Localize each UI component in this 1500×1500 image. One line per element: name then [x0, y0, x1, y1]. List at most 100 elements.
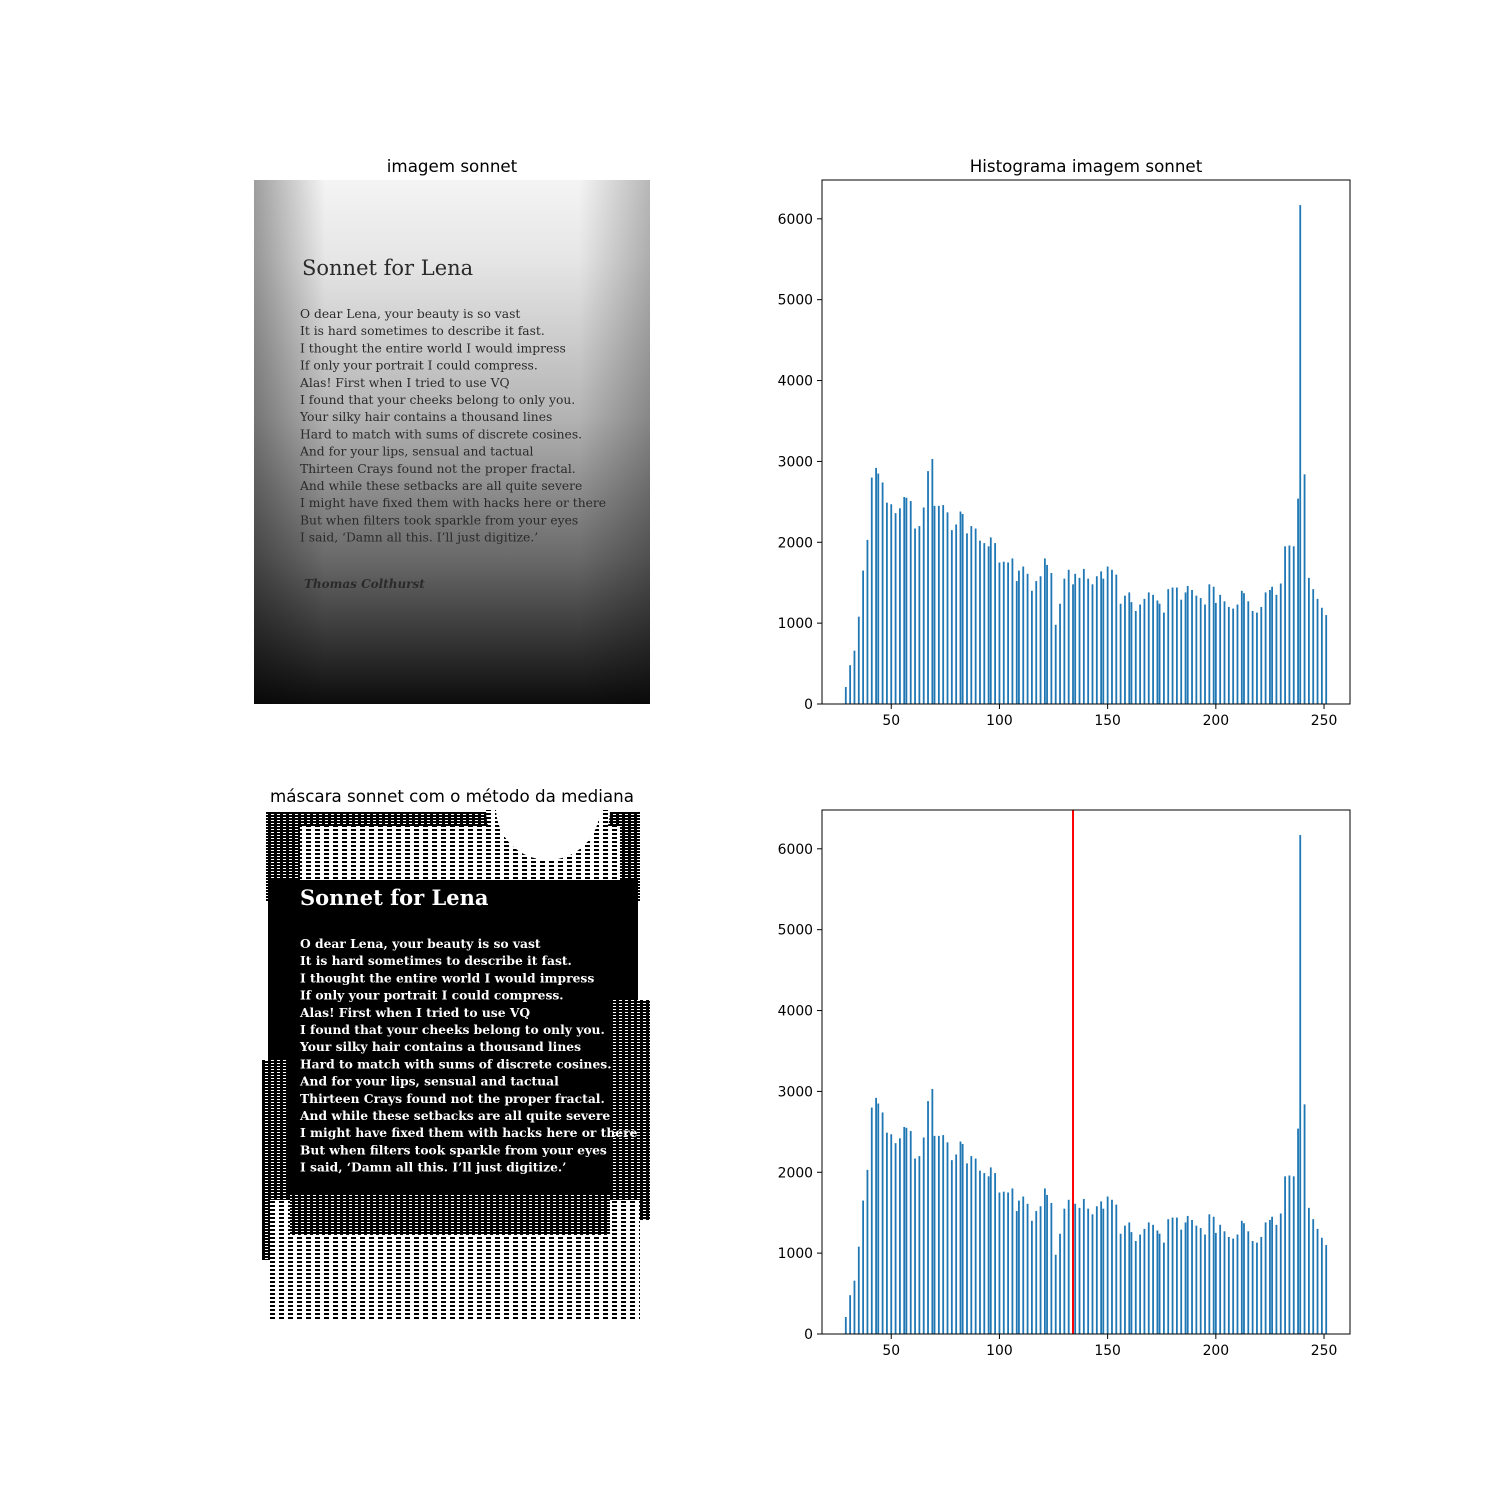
image-title: imagem sonnet: [387, 156, 518, 176]
x-tick-label: 150: [1094, 713, 1121, 729]
histogram-bar: [894, 1143, 897, 1334]
histogram-bar: [866, 539, 869, 704]
histogram-bar: [1297, 1128, 1299, 1334]
histogram-bar: [1119, 603, 1122, 704]
histogram-bar: [1269, 1219, 1271, 1334]
histogram-bar: [909, 1131, 912, 1334]
mask-line: If only your portrait I could compress.: [300, 988, 564, 1003]
axes-frame: [821, 809, 1351, 1335]
mask-line: It is hard sometimes to describe it fast…: [300, 953, 572, 968]
histogram-bar: [937, 505, 940, 704]
histogram-bar: [1050, 1203, 1053, 1334]
y-tick-label: 6000: [778, 842, 813, 858]
histogram-bar: [1074, 1203, 1077, 1334]
y-tick-label: 4000: [778, 374, 813, 390]
poem-line: And for your lips, sensual and tactual: [299, 445, 534, 459]
histogram-bar: [1260, 606, 1263, 704]
histogram-bar: [1102, 1208, 1105, 1334]
histogram-bar: [1214, 1232, 1217, 1334]
histogram-bar: [1059, 603, 1061, 704]
histogram-bar: [866, 1169, 869, 1334]
histogram-bar: [931, 1088, 934, 1334]
histogram-bar: [853, 1280, 856, 1334]
histogram-bar: [1232, 608, 1235, 704]
histogram-bar: [1119, 1233, 1122, 1334]
y-tick-label: 5000: [778, 293, 813, 309]
histogram-bar: [1115, 574, 1118, 704]
histogram-bar: [1143, 1228, 1146, 1334]
histogram-bar: [1130, 1232, 1133, 1334]
histogram-bar: [1100, 1201, 1103, 1334]
histogram-bar: [1191, 1219, 1193, 1334]
histogram-bar: [1022, 1196, 1025, 1334]
histogram-bar: [1212, 1216, 1215, 1334]
histogram-bar: [1227, 606, 1230, 704]
histogram-bar: [1067, 569, 1070, 704]
histogram-bar: [1175, 1217, 1178, 1334]
histogram-bar: [1011, 558, 1014, 704]
histogram-bar: [1147, 1222, 1150, 1334]
histogram-bar: [903, 496, 906, 704]
histogram-bar: [1139, 1234, 1141, 1334]
histogram-bar: [849, 1295, 852, 1334]
histogram-bar: [1078, 1207, 1081, 1334]
histogram-bar: [1208, 584, 1211, 704]
bars: [844, 205, 1328, 704]
histogram-bar: [955, 524, 958, 704]
x-tick-label: 100: [986, 1343, 1013, 1359]
histogram-bar: [918, 526, 921, 704]
histogram-bar: [1312, 589, 1315, 704]
y-tick-label: 2000: [778, 535, 813, 551]
histogram-bar: [974, 528, 977, 704]
histogram-bar: [1143, 598, 1146, 704]
histogram-bar: [1184, 1222, 1187, 1334]
histogram-bar: [966, 533, 968, 704]
histogram-bar: [1307, 577, 1310, 704]
histogram-bar: [1091, 584, 1094, 704]
histogram-bar: [1186, 585, 1189, 704]
histogram-threshold-panel: 50 100 150 200 250 0 1000 2000 3000 4000 5000 6000: [778, 809, 1351, 1359]
histogram-bar: [899, 508, 901, 704]
histogram-bar: [1312, 1219, 1315, 1334]
poem-line: Thirteen Crays found not the proper frac…: [300, 462, 576, 476]
histogram-bar: [857, 1246, 860, 1334]
histogram-bar: [1054, 1254, 1057, 1334]
histogram-bar: [1236, 604, 1239, 704]
histogram-bar: [1106, 566, 1109, 704]
histogram-bar: [1158, 1233, 1161, 1334]
histogram-bar: [998, 1192, 1001, 1334]
histogram-bar: [987, 546, 990, 704]
histogram-bar: [857, 616, 860, 704]
histogram-bar: [881, 1112, 884, 1334]
histogram-bar: [1212, 586, 1215, 704]
histogram-bar: [1247, 1231, 1250, 1334]
histogram-bar: [1147, 592, 1150, 704]
histogram-bar: [1284, 1176, 1286, 1334]
mask-line: And for your lips, sensual and tactual: [299, 1074, 559, 1089]
histogram-bar: [1316, 598, 1319, 704]
poem-line: I might have fixed them with hacks here …: [300, 496, 606, 510]
histogram-bar: [1275, 1224, 1278, 1334]
histogram-bar: [998, 562, 1001, 704]
histogram-bar: [1018, 570, 1020, 704]
histogram-bar: [1074, 573, 1077, 704]
histogram-bar: [1015, 581, 1018, 704]
histogram-bar: [1124, 1225, 1126, 1334]
mask-line: I might have fixed them with hacks here …: [300, 1125, 638, 1140]
histogram-bar: [946, 1142, 949, 1334]
histogram-bar: [1128, 592, 1131, 704]
histogram-bar: [931, 458, 934, 704]
histogram-bar: [890, 1134, 893, 1334]
histogram-bar: [886, 1132, 888, 1334]
histogram-bar: [1134, 611, 1137, 704]
histogram-bar: [1007, 1192, 1009, 1334]
histogram-bar: [922, 507, 925, 704]
histogram-bar: [1303, 1104, 1306, 1334]
histogram-bar: [1031, 590, 1033, 704]
mask-line: Thirteen Crays found not the proper frac…: [300, 1091, 605, 1106]
histogram-bar: [1139, 604, 1141, 704]
histogram-bar: [1264, 1222, 1267, 1334]
mask-line: But when filters took sparkle from your …: [300, 1142, 607, 1157]
histogram-bar: [1219, 594, 1222, 704]
